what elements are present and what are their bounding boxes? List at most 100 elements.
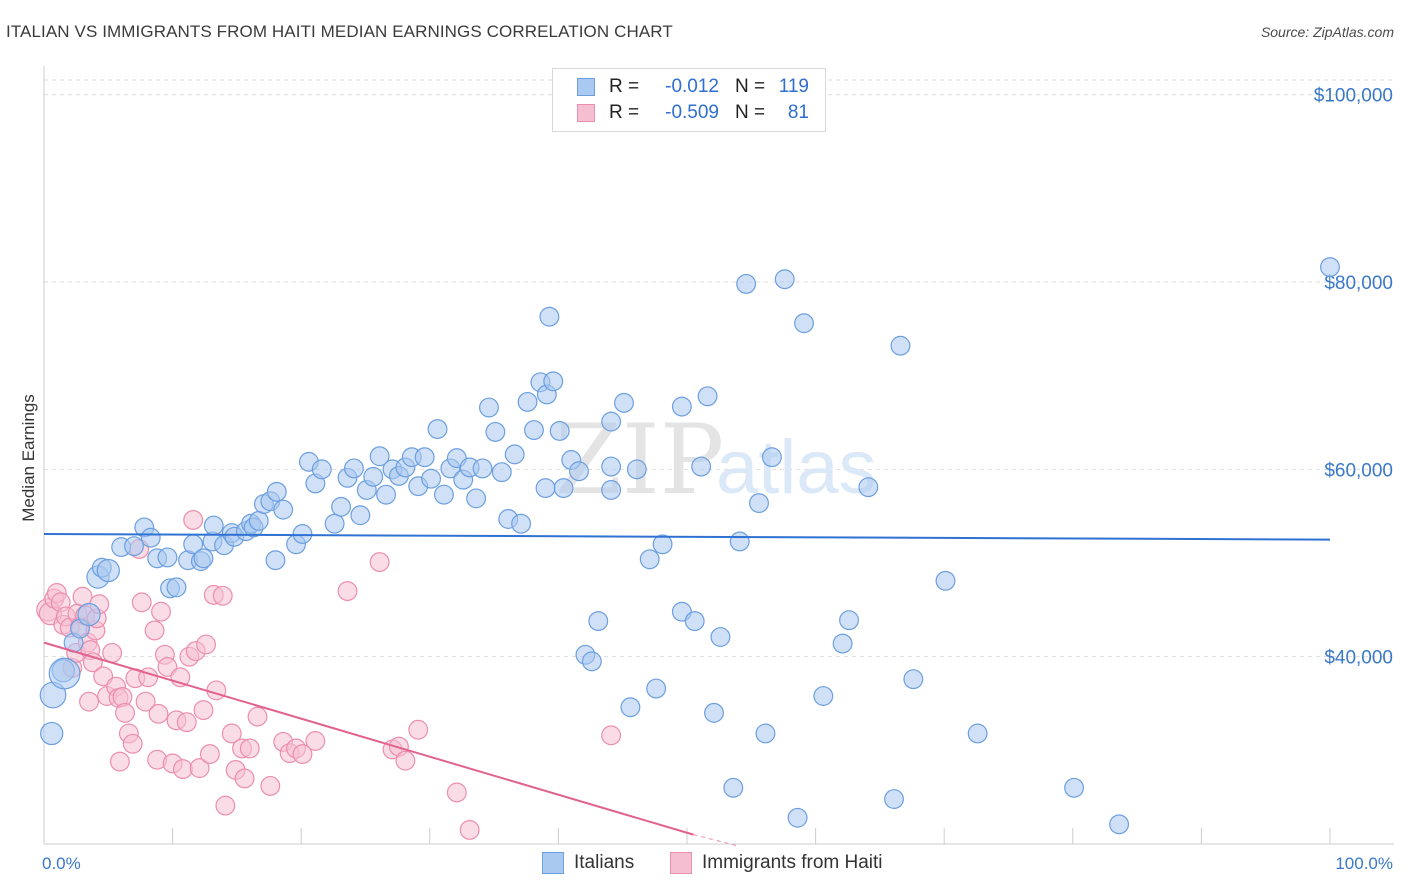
legend-r-value: -0.012 [665, 76, 719, 97]
haiti-point [234, 768, 255, 789]
haiti-point [221, 723, 242, 744]
haiti-point [369, 552, 390, 573]
correlation-legend: R = -0.012 N = 119 R = -0.509 N = 81 [552, 68, 826, 132]
italian-point [569, 461, 589, 482]
italian-point [166, 577, 187, 598]
haiti-point [183, 509, 204, 530]
haiti-point [79, 691, 99, 712]
y-tick-label: $40,000 [1324, 648, 1393, 669]
italian-point [967, 723, 988, 744]
italian-point [491, 462, 512, 483]
haiti-point [109, 751, 130, 772]
italian-point [363, 466, 384, 487]
italian-point [588, 611, 609, 632]
gridlines [44, 79, 1394, 658]
haiti-point [193, 700, 214, 721]
haiti-point [148, 703, 169, 724]
italian-point [248, 510, 269, 531]
italian-point [433, 484, 454, 505]
haiti-point [260, 775, 281, 796]
haiti-point [172, 759, 193, 780]
source-credit: Source: ZipAtlas.com [1260, 24, 1394, 40]
haiti-point [131, 592, 152, 613]
italian-point [266, 481, 287, 502]
italian-point [671, 396, 692, 417]
italian-point [639, 549, 660, 570]
italian-point [774, 269, 795, 290]
legend-label-haiti: Immigrants from Haiti [702, 852, 883, 873]
italian-point [466, 488, 487, 509]
italian-point [421, 468, 442, 489]
italian-point [691, 456, 712, 477]
trendlines [43, 532, 1331, 847]
italian-point [48, 657, 81, 690]
italian-point [77, 602, 101, 627]
italian-point [414, 447, 435, 468]
legend-item-haiti[interactable]: Immigrants from Haiti [670, 852, 883, 874]
italian-point [535, 478, 556, 499]
italian-point [369, 446, 390, 467]
italian-point [124, 536, 144, 557]
haiti-point [151, 601, 171, 622]
italian-point [749, 493, 769, 514]
legend-row-haiti: R = -0.509 N = 81 [577, 100, 809, 126]
haiti-point [337, 581, 358, 602]
haiti-point [176, 712, 197, 733]
italian-point [832, 633, 853, 654]
italian-point [858, 477, 879, 498]
italian-point [553, 478, 574, 499]
italian-point [504, 444, 525, 465]
x-tick-label-right: 100.0% [1335, 854, 1393, 873]
legend-item-italians[interactable]: Italians [542, 852, 634, 874]
haiti-point [144, 620, 165, 641]
italian-point [427, 419, 448, 440]
italian-point [485, 421, 506, 442]
y-axis-label: Median Earnings [19, 394, 38, 522]
italian-point [292, 524, 313, 544]
legend-n-value: 81 [787, 102, 809, 123]
italian-point [517, 391, 538, 412]
italian-point [203, 515, 224, 536]
italian-point [601, 480, 622, 500]
legend-r-label: R = [609, 76, 640, 97]
italian-trendline [43, 532, 1331, 541]
series-legend: Italians Immigrants from Haiti [0, 852, 1406, 878]
italian-point [376, 484, 397, 505]
haiti-point [305, 731, 326, 751]
tick-labels: $40,000 $60,000 $80,000 $100,000 0.0% 100.0% [42, 86, 1393, 873]
haiti-point [601, 725, 622, 746]
italian-point [524, 420, 544, 440]
italian-point [620, 697, 641, 718]
italian-point [193, 548, 214, 569]
italian-point [40, 721, 64, 746]
haiti-point [199, 744, 220, 765]
haiti-point [189, 758, 210, 779]
haiti-point [459, 820, 480, 840]
legend-swatch-pink [577, 104, 595, 122]
haiti-trendline [43, 641, 694, 836]
italian-point [479, 397, 499, 418]
italian-point [157, 547, 178, 568]
italian-point [794, 313, 814, 334]
italian-point [511, 513, 532, 534]
haiti-point [247, 706, 268, 727]
italian-point [787, 807, 808, 828]
y-tick-label: $80,000 [1324, 273, 1393, 294]
italian-point [601, 411, 622, 432]
haiti-point [115, 702, 135, 723]
italian-point [1064, 777, 1085, 798]
legend-r-value: -0.509 [665, 102, 719, 123]
italian-point [652, 534, 673, 555]
italian-point [704, 702, 724, 723]
italian-point [539, 306, 560, 327]
italian-point [614, 392, 634, 413]
legend-n-label: N = [735, 76, 766, 97]
italian-point [343, 458, 364, 479]
italian-point [884, 789, 904, 809]
haiti-point [135, 691, 156, 712]
italian-point [813, 686, 834, 706]
italian-point [890, 335, 911, 356]
y-tick-label: $60,000 [1324, 460, 1393, 481]
haiti-point [239, 738, 260, 759]
